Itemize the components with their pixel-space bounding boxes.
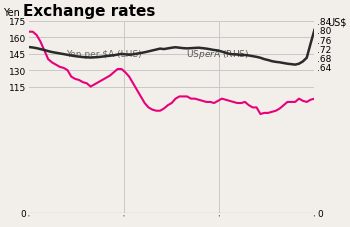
Y-axis label: Yen: Yen: [3, 8, 20, 18]
Y-axis label: US$: US$: [328, 18, 347, 28]
Text: Yen per $A (LHS): Yen per $A (LHS): [66, 50, 142, 59]
Text: Exchange rates: Exchange rates: [23, 4, 155, 19]
Text: US$ per $A (RHS): US$ per $A (RHS): [186, 48, 249, 61]
